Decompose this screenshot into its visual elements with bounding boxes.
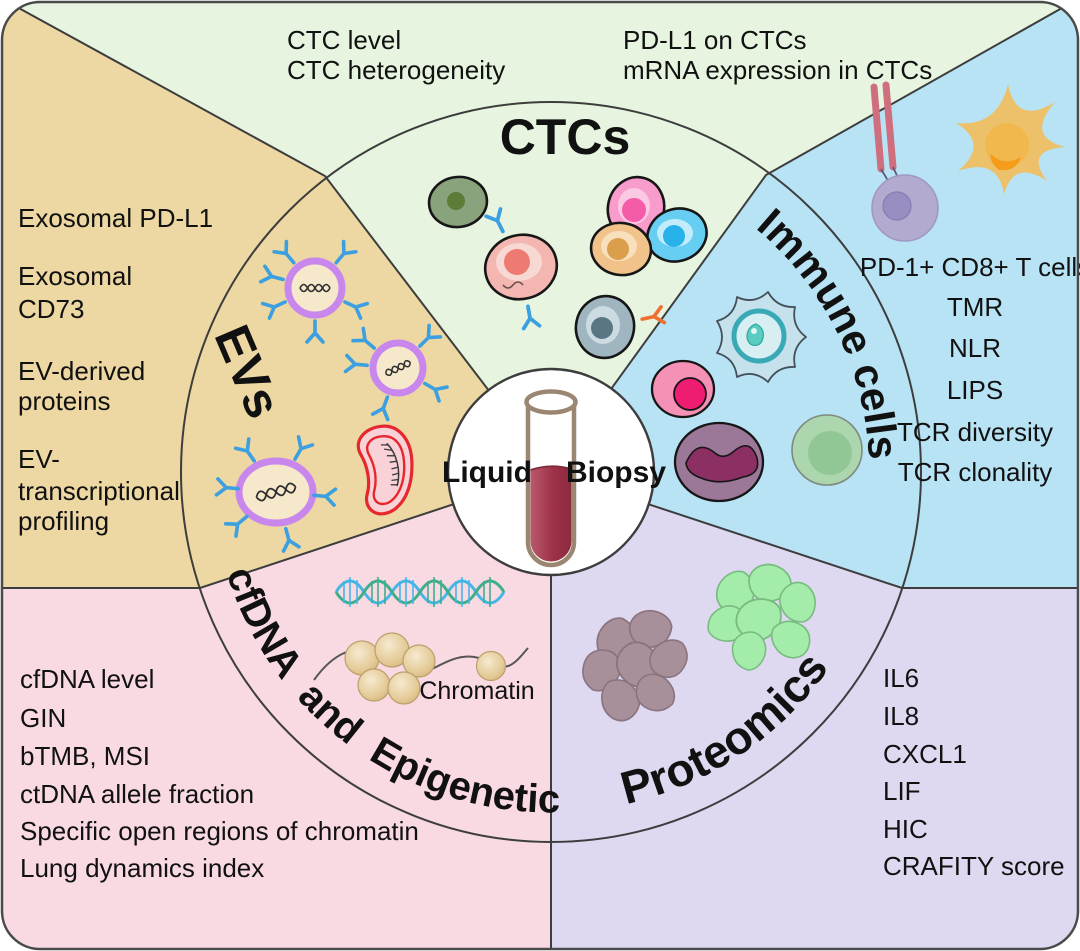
label-chromatin: Chromatin bbox=[419, 677, 534, 705]
gray-tumor-cell-icon bbox=[574, 294, 667, 360]
label-proteins: proteins bbox=[18, 386, 111, 416]
sector-proteomics-region bbox=[551, 472, 1078, 949]
label-pd1-cd8-tcells: PD-1+ CD8+ T cells bbox=[860, 252, 1080, 282]
label-ev-derived: EV-derived bbox=[18, 356, 145, 386]
nk-cell-icon bbox=[716, 291, 807, 383]
pink-lymphocyte-icon bbox=[650, 359, 716, 419]
t-cell-icon bbox=[870, 81, 939, 242]
blood-test-tube-icon bbox=[524, 389, 578, 568]
label-pdl1-on-ctcs: PD-L1 on CTCs bbox=[623, 25, 807, 55]
label-transcriptional: transcriptional bbox=[18, 476, 180, 506]
label-btmb-msi: bTMB, MSI bbox=[20, 741, 150, 771]
label-il6: IL6 bbox=[883, 663, 919, 693]
label-tcr-diversity: TCR diversity bbox=[897, 417, 1053, 447]
label-lips: LIPS bbox=[947, 375, 1003, 405]
label-cfdna-level: cfDNA level bbox=[20, 664, 154, 694]
dna-double-helix-icon bbox=[334, 577, 506, 607]
label-nlr: NLR bbox=[949, 333, 1001, 363]
ctc-cluster-icon bbox=[589, 175, 708, 277]
label-ctc-heterogeneity: CTC heterogeneity bbox=[287, 55, 505, 85]
exosome-icon bbox=[258, 239, 370, 344]
label-mrna-expression: mRNA expression in CTCs bbox=[623, 55, 932, 85]
exosome-icon bbox=[214, 435, 338, 553]
title-ctcs: CTCs bbox=[500, 109, 631, 165]
label-ctdna-allele-fraction: ctDNA allele fraction bbox=[20, 779, 254, 809]
green-lymphocyte-icon bbox=[791, 414, 863, 486]
label-crafity-score: CRAFITY score bbox=[883, 851, 1065, 881]
sector-ctcs-region bbox=[2, 2, 1078, 472]
label-il8: IL8 bbox=[883, 701, 919, 731]
pink-tumor-cell-icon bbox=[483, 207, 559, 331]
apoptotic-body-icon bbox=[356, 424, 414, 516]
green-tumor-cell-icon bbox=[427, 175, 489, 229]
label-ctc-level: CTC level bbox=[287, 25, 401, 55]
label-tmr: TMR bbox=[947, 292, 1003, 322]
label-exosomal: Exosomal bbox=[18, 261, 132, 291]
dendritic-cell-icon bbox=[956, 84, 1065, 194]
sector-cfdna-region bbox=[2, 472, 551, 949]
chromatin-beads-icon bbox=[313, 632, 529, 705]
label-lung-dynamics-index: Lung dynamics index bbox=[20, 853, 264, 883]
label-liquid: Liquid bbox=[442, 456, 532, 489]
label-lif: LIF bbox=[883, 776, 921, 806]
exosome-icon bbox=[343, 323, 449, 422]
label-profiling: profiling bbox=[18, 506, 109, 536]
label-gin: GIN bbox=[20, 703, 66, 733]
label-exosomal-pdl1: Exosomal PD-L1 bbox=[18, 203, 213, 233]
label-open-regions-chromatin: Specific open regions of chromatin bbox=[20, 816, 419, 846]
monocyte-icon bbox=[673, 421, 765, 503]
sector-evs-region bbox=[2, 2, 551, 588]
label-ev: EV- bbox=[18, 444, 60, 474]
label-tcr-clonality: TCR clonality bbox=[898, 457, 1053, 487]
main-circle-outline bbox=[180, 101, 922, 843]
label-hic: HIC bbox=[883, 814, 928, 844]
label-cxcl1: CXCL1 bbox=[883, 739, 967, 769]
label-biopsy: Biopsy bbox=[566, 456, 666, 489]
label-cd73: CD73 bbox=[18, 294, 84, 324]
